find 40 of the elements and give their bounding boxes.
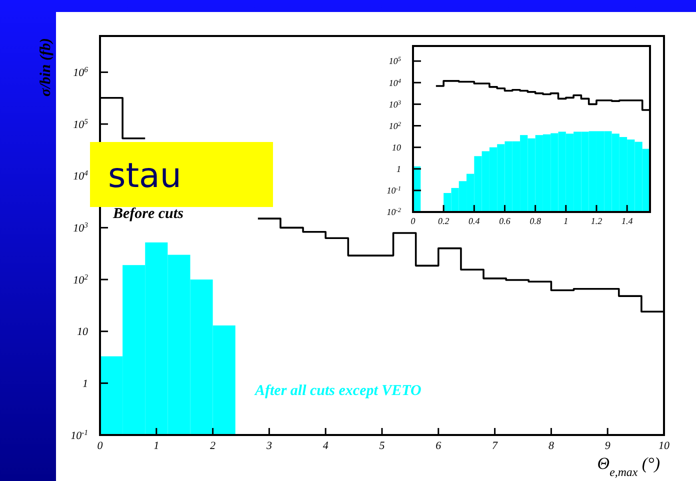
y-tick-label: 10$^{4}$ (73, 168, 88, 183)
y-tick-label: 10 (392, 142, 402, 152)
x-tick-label: 5 (379, 440, 386, 452)
y-tick-label: 10$^{4}$ (388, 77, 401, 88)
x-tick-label: 1 (154, 440, 160, 452)
y-tick-label: 10$^{2}$ (388, 120, 402, 131)
x-tick-label: 1.2 (590, 216, 603, 226)
x-tick-label: 0.8 (530, 216, 542, 226)
x-tick-label: 0.4 (468, 216, 480, 226)
y-tick-label: 10$^{2}$ (73, 272, 88, 286)
y-tick-label: 10$^{-1}$ (386, 185, 401, 196)
y-axis-title: σ/bin (fb) (38, 38, 54, 96)
y-tick-label: 1 (82, 378, 88, 390)
x-tick-label: 9 (604, 440, 611, 452)
x-tick-label: 6 (436, 440, 442, 452)
series-label: After all cuts except VETO (254, 383, 422, 399)
x-tick-label: 3 (265, 440, 272, 452)
x-tick-label: 10 (658, 440, 670, 452)
x-axis-title: Θ$_{e,max}$ (°) (597, 454, 660, 479)
x-tick-label: 0 (97, 440, 104, 452)
x-tick-label: 0.6 (499, 216, 511, 226)
y-tick-label: 10$^{3}$ (73, 220, 88, 235)
y-tick-label: 10$^{6}$ (73, 64, 88, 80)
x-tick-label: 1 (564, 216, 568, 226)
x-tick-label: 8 (548, 440, 554, 452)
y-tick-label: 10$^{5}$ (388, 56, 401, 66)
x-tick-label: 2 (210, 440, 216, 452)
y-tick-label: 10$^{-2}$ (386, 206, 402, 218)
x-tick-label: 4 (322, 440, 329, 452)
y-tick-label: 1 (396, 164, 401, 174)
x-tick-label: 1.4 (621, 216, 634, 226)
y-tick-label: 10$^{3}$ (388, 98, 401, 110)
x-tick-label: 0 (410, 216, 416, 226)
y-tick-label: 10 (77, 326, 88, 338)
y-tick-label: 10$^{5}$ (73, 116, 88, 131)
x-tick-label: 7 (492, 440, 498, 452)
x-tick-label: 0.2 (438, 216, 450, 226)
y-tick-label: 10$^{-1}$ (70, 427, 88, 442)
annotation: stau (108, 156, 182, 196)
text: Before cuts (112, 206, 184, 222)
